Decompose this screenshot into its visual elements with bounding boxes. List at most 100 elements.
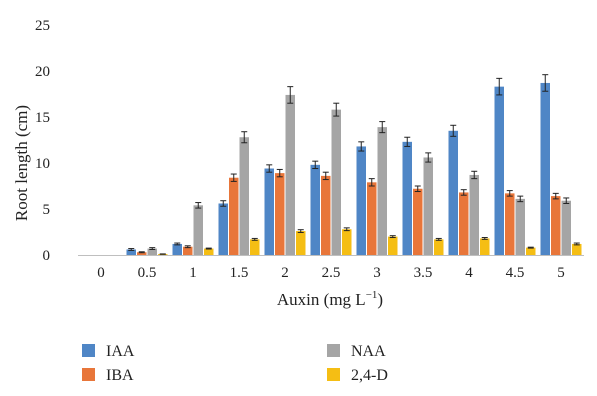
y-tick-label: 15	[35, 110, 50, 126]
error-bar	[404, 136, 411, 147]
bar-iaa	[218, 203, 228, 255]
bar-iba	[137, 252, 147, 255]
y-tick-label: 5	[43, 202, 51, 218]
x-axis-title: Auxin (mg L−1)	[277, 289, 383, 309]
error-bar	[343, 227, 350, 232]
bar-iaa	[264, 168, 274, 255]
error-bar	[450, 124, 457, 137]
bar-naa	[515, 198, 525, 255]
x-tick-label: 0	[97, 265, 105, 281]
error-bar	[358, 141, 365, 152]
y-axis-title: Root length (cm)	[12, 105, 31, 221]
legend: IAA IBA NAA 2,4-D	[82, 343, 388, 384]
error-bar	[333, 102, 340, 117]
error-bar	[184, 245, 191, 249]
bar-24d	[388, 236, 398, 255]
legend-swatch	[327, 368, 340, 381]
bar-24d	[526, 247, 536, 255]
bar-naa	[239, 137, 249, 255]
x-tick-label: 0.5	[138, 265, 157, 281]
bar-iba	[551, 196, 561, 255]
legend-swatch	[82, 368, 95, 381]
bar-iba	[367, 182, 377, 255]
bar-iba	[459, 192, 469, 255]
error-bar	[496, 77, 503, 96]
bar-iaa	[356, 146, 366, 255]
legend-label: 2,4-D	[351, 367, 388, 384]
error-bar	[241, 131, 248, 144]
error-bar	[322, 171, 329, 181]
error-bar	[481, 237, 488, 240]
y-tick-label: 0	[43, 248, 51, 264]
error-bar	[128, 248, 135, 251]
error-bar	[425, 152, 432, 163]
bar-24d	[250, 239, 260, 255]
error-bar	[368, 178, 375, 187]
error-bar	[435, 237, 442, 241]
x-tick-label: 3.5	[414, 265, 433, 281]
x-tick-label: 1.5	[230, 265, 249, 281]
error-bar	[287, 86, 294, 104]
y-tick-label: 25	[35, 18, 50, 34]
error-bar	[460, 189, 467, 196]
error-bar	[276, 168, 283, 178]
error-bar	[138, 251, 145, 254]
bar-iba	[413, 188, 423, 255]
legend-label: IBA	[106, 367, 134, 384]
y-axis-ticks: 0 5 10 15 20 25	[35, 18, 50, 264]
bar-iba	[321, 175, 331, 255]
bar-naa	[331, 109, 341, 255]
bar-24d	[480, 238, 490, 255]
bar-iaa	[172, 243, 182, 255]
error-bar	[297, 229, 304, 233]
bar-naa	[285, 94, 295, 255]
error-bar	[220, 200, 227, 207]
bar-iaa	[402, 141, 412, 255]
legend-swatch	[82, 344, 95, 357]
error-bar	[506, 190, 513, 197]
bar-iba	[229, 177, 239, 255]
bar-24d	[572, 243, 582, 255]
x-tick-label: 4.5	[506, 265, 525, 281]
x-tick-label: 3	[373, 265, 381, 281]
error-bar	[251, 237, 258, 241]
bar-naa	[423, 157, 433, 255]
bar-24d	[434, 239, 444, 255]
legend-label: IAA	[106, 343, 135, 360]
bar-naa	[147, 248, 157, 255]
bar-24d	[342, 229, 352, 255]
error-bar	[389, 235, 396, 239]
error-bar	[174, 242, 181, 246]
error-bar	[312, 160, 319, 170]
x-tick-label: 2.5	[322, 265, 341, 281]
x-tick-label: 1	[189, 265, 197, 281]
error-bar	[471, 170, 478, 180]
error-bar	[149, 247, 156, 250]
error-bar	[527, 246, 534, 249]
bar-iaa	[448, 130, 458, 255]
legend-label: NAA	[351, 343, 386, 360]
bar-naa	[561, 200, 571, 255]
x-tick-label: 4	[465, 265, 473, 281]
error-bar	[266, 164, 273, 173]
error-bar	[563, 197, 570, 204]
bar-iba	[275, 173, 285, 255]
bar-iaa	[494, 86, 504, 255]
bar-iba	[505, 193, 515, 255]
x-tick-label: 5	[557, 265, 565, 281]
error-bar	[542, 74, 549, 92]
bar-24d	[296, 231, 306, 255]
y-tick-label: 10	[35, 156, 50, 172]
bar-iba	[183, 246, 193, 255]
x-axis-title-superscript: −1	[366, 289, 378, 301]
x-tick-label: 2	[281, 265, 289, 281]
bar-24d	[204, 248, 214, 255]
error-bar	[205, 247, 212, 250]
bar-iaa	[540, 82, 550, 256]
legend-swatch	[327, 344, 340, 357]
error-bar	[517, 195, 524, 203]
error-bar	[414, 185, 421, 193]
error-bar	[195, 202, 202, 209]
error-bar	[552, 192, 559, 200]
